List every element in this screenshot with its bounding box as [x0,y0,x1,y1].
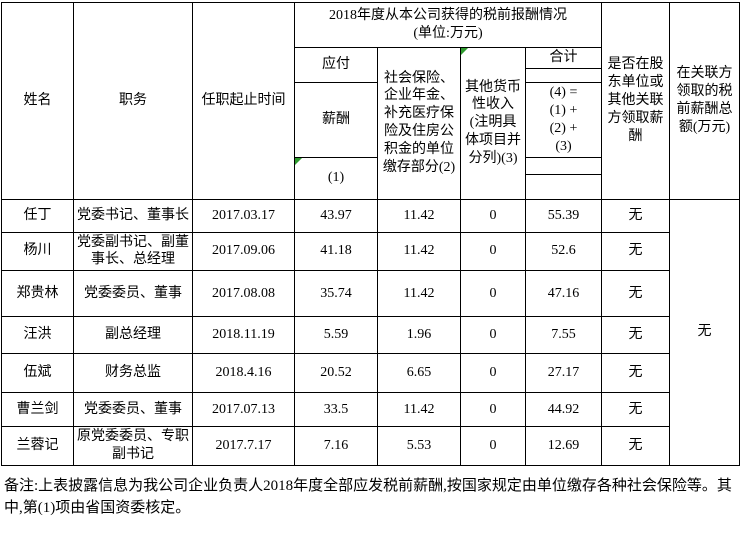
table-row: 杨川 党委副书记、副董事长、总经理 2017.09.06 41.18 11.42… [1,231,740,272]
cell-total: 52.6 [525,231,602,272]
cell-term: 2017.03.17 [192,198,295,233]
header-row-sub4: (1) [2,156,740,200]
cell-social: 11.42 [377,198,461,233]
cell-related-party-merged: 无 [669,198,740,467]
header-related-party-total: 在关联方领取的税前薪酬总额(万元) [669,2,740,200]
cell-other: 0 [460,392,526,428]
cell-shareholder: 无 [601,353,670,394]
footnote: 备注:上表披露信息为我公司企业负责人2018年度全部应发税前薪酬,按国家规定由单… [4,478,732,517]
header-total-spacer [525,173,602,200]
header-row-sub1: 应付 社会保险、企业年金、补充医疗保险及住房公积金的单位缴存部分(2) 其他货币… [2,47,740,200]
header-salary-index: (1) [294,156,378,200]
cell-error-triangle-icon [295,158,302,165]
cell-error-triangle-icon [461,48,468,55]
cell-other: 0 [460,231,526,272]
cell-shareholder: 无 [601,198,670,233]
cell-salary: 35.74 [294,270,378,318]
cell-term: 2017.7.17 [192,426,295,467]
cell-term: 2017.08.08 [192,270,295,318]
cell-term: 2017.09.06 [192,231,295,272]
table-row: 郑贵林 党委委员、董事 2017.08.08 35.74 11.42 0 47.… [1,270,740,318]
table-row: 曹兰剑 党委委员、董事 2017.07.13 33.5 11.42 0 44.9… [1,392,740,428]
header-total-formula: (4) = (1) + (2) + (3) [525,81,602,158]
cell-social: 6.65 [377,353,461,394]
cell-name: 汪洪 [1,316,74,355]
cell-other: 0 [460,353,526,394]
cell-salary: 5.59 [294,316,378,355]
cell-total: 27.17 [525,353,602,394]
cell-social: 1.96 [377,316,461,355]
header-position: 职务 [73,2,193,200]
cell-term: 2018.4.16 [192,353,295,394]
header-total: 合计 [525,47,602,69]
header-payable: 应付 [294,47,378,83]
cell-position: 党委书记、董事长 [73,198,193,233]
cell-total: 55.39 [525,198,602,233]
cell-name: 郑贵林 [1,270,74,318]
header-other-income: 其他货币性收入(注明具体项目并分列)(3) [460,47,526,200]
cell-total: 12.69 [525,426,602,467]
header-social: 社会保险、企业年金、补充医疗保险及住房公积金的单位缴存部分(2) [377,47,461,200]
header-salary-index-label: (1) [327,170,345,186]
table-row: 汪洪 副总经理 2018.11.19 5.59 1.96 0 7.55 无 [1,316,740,355]
cell-name: 杨川 [1,231,74,272]
cell-other: 0 [460,426,526,467]
cell-term: 2017.07.13 [192,392,295,428]
cell-position: 原党委委员、专职副书记 [73,426,193,467]
cell-name: 任丁 [1,198,74,233]
cell-shareholder: 无 [601,270,670,318]
header-row-title: 姓名 职务 任职起止时间 2018年度从本公司获得的税前报酬情况 (单位:万元)… [1,2,740,200]
header-total-spacer [525,156,602,175]
cell-shareholder: 无 [601,316,670,355]
cell-name: 曹兰剑 [1,392,74,428]
table-row: 兰蓉记 原党委委员、专职副书记 2017.7.17 7.16 5.53 0 12… [1,426,740,467]
cell-social: 11.42 [377,231,461,272]
cell-salary: 7.16 [294,426,378,467]
cell-social: 5.53 [377,426,461,467]
cell-total: 44.92 [525,392,602,428]
header-salary: 薪酬 [294,81,378,158]
cell-total: 47.16 [525,270,602,318]
cell-shareholder: 无 [601,231,670,272]
cell-other: 0 [460,198,526,233]
header-total-spacer [525,67,602,83]
header-row-sub2 [2,67,740,83]
cell-social: 11.42 [377,392,461,428]
cell-social: 11.42 [377,270,461,318]
cell-name: 伍斌 [1,353,74,394]
table-row: 伍斌 财务总监 2018.4.16 20.52 6.65 0 27.17 无 [1,353,740,394]
header-other-income-label: 其他货币性收入(注明具体项目并分列)(3) [465,79,521,167]
cell-name: 兰蓉记 [1,426,74,467]
compensation-table: 姓名 职务 任职起止时间 2018年度从本公司获得的税前报酬情况 (单位:万元)… [1,2,740,467]
cell-other: 0 [460,270,526,318]
cell-position: 党委委员、董事 [73,392,193,428]
cell-salary: 43.97 [294,198,378,233]
header-row-sub3: 薪酬 (4) = (1) + (2) + (3) [2,81,740,158]
cell-total: 7.55 [525,316,602,355]
header-term: 任职起止时间 [192,2,295,200]
header-name: 姓名 [1,2,74,200]
cell-salary: 33.5 [294,392,378,428]
cell-position: 党委委员、董事 [73,270,193,318]
cell-term: 2018.11.19 [192,316,295,355]
cell-position: 财务总监 [73,353,193,394]
cell-other: 0 [460,316,526,355]
header-shareholder-pay: 是否在股东单位或其他关联方领取薪酬 [601,2,670,200]
table-row: 任丁 党委书记、董事长 2017.03.17 43.97 11.42 0 55.… [1,198,740,467]
cell-shareholder: 无 [601,392,670,428]
cell-position: 党委副书记、副董事长、总经理 [73,231,193,272]
header-group-title: 2018年度从本公司获得的税前报酬情况 (单位:万元) [294,2,602,48]
cell-salary: 20.52 [294,353,378,394]
cell-shareholder: 无 [601,426,670,467]
cell-salary: 41.18 [294,231,378,272]
cell-position: 副总经理 [73,316,193,355]
